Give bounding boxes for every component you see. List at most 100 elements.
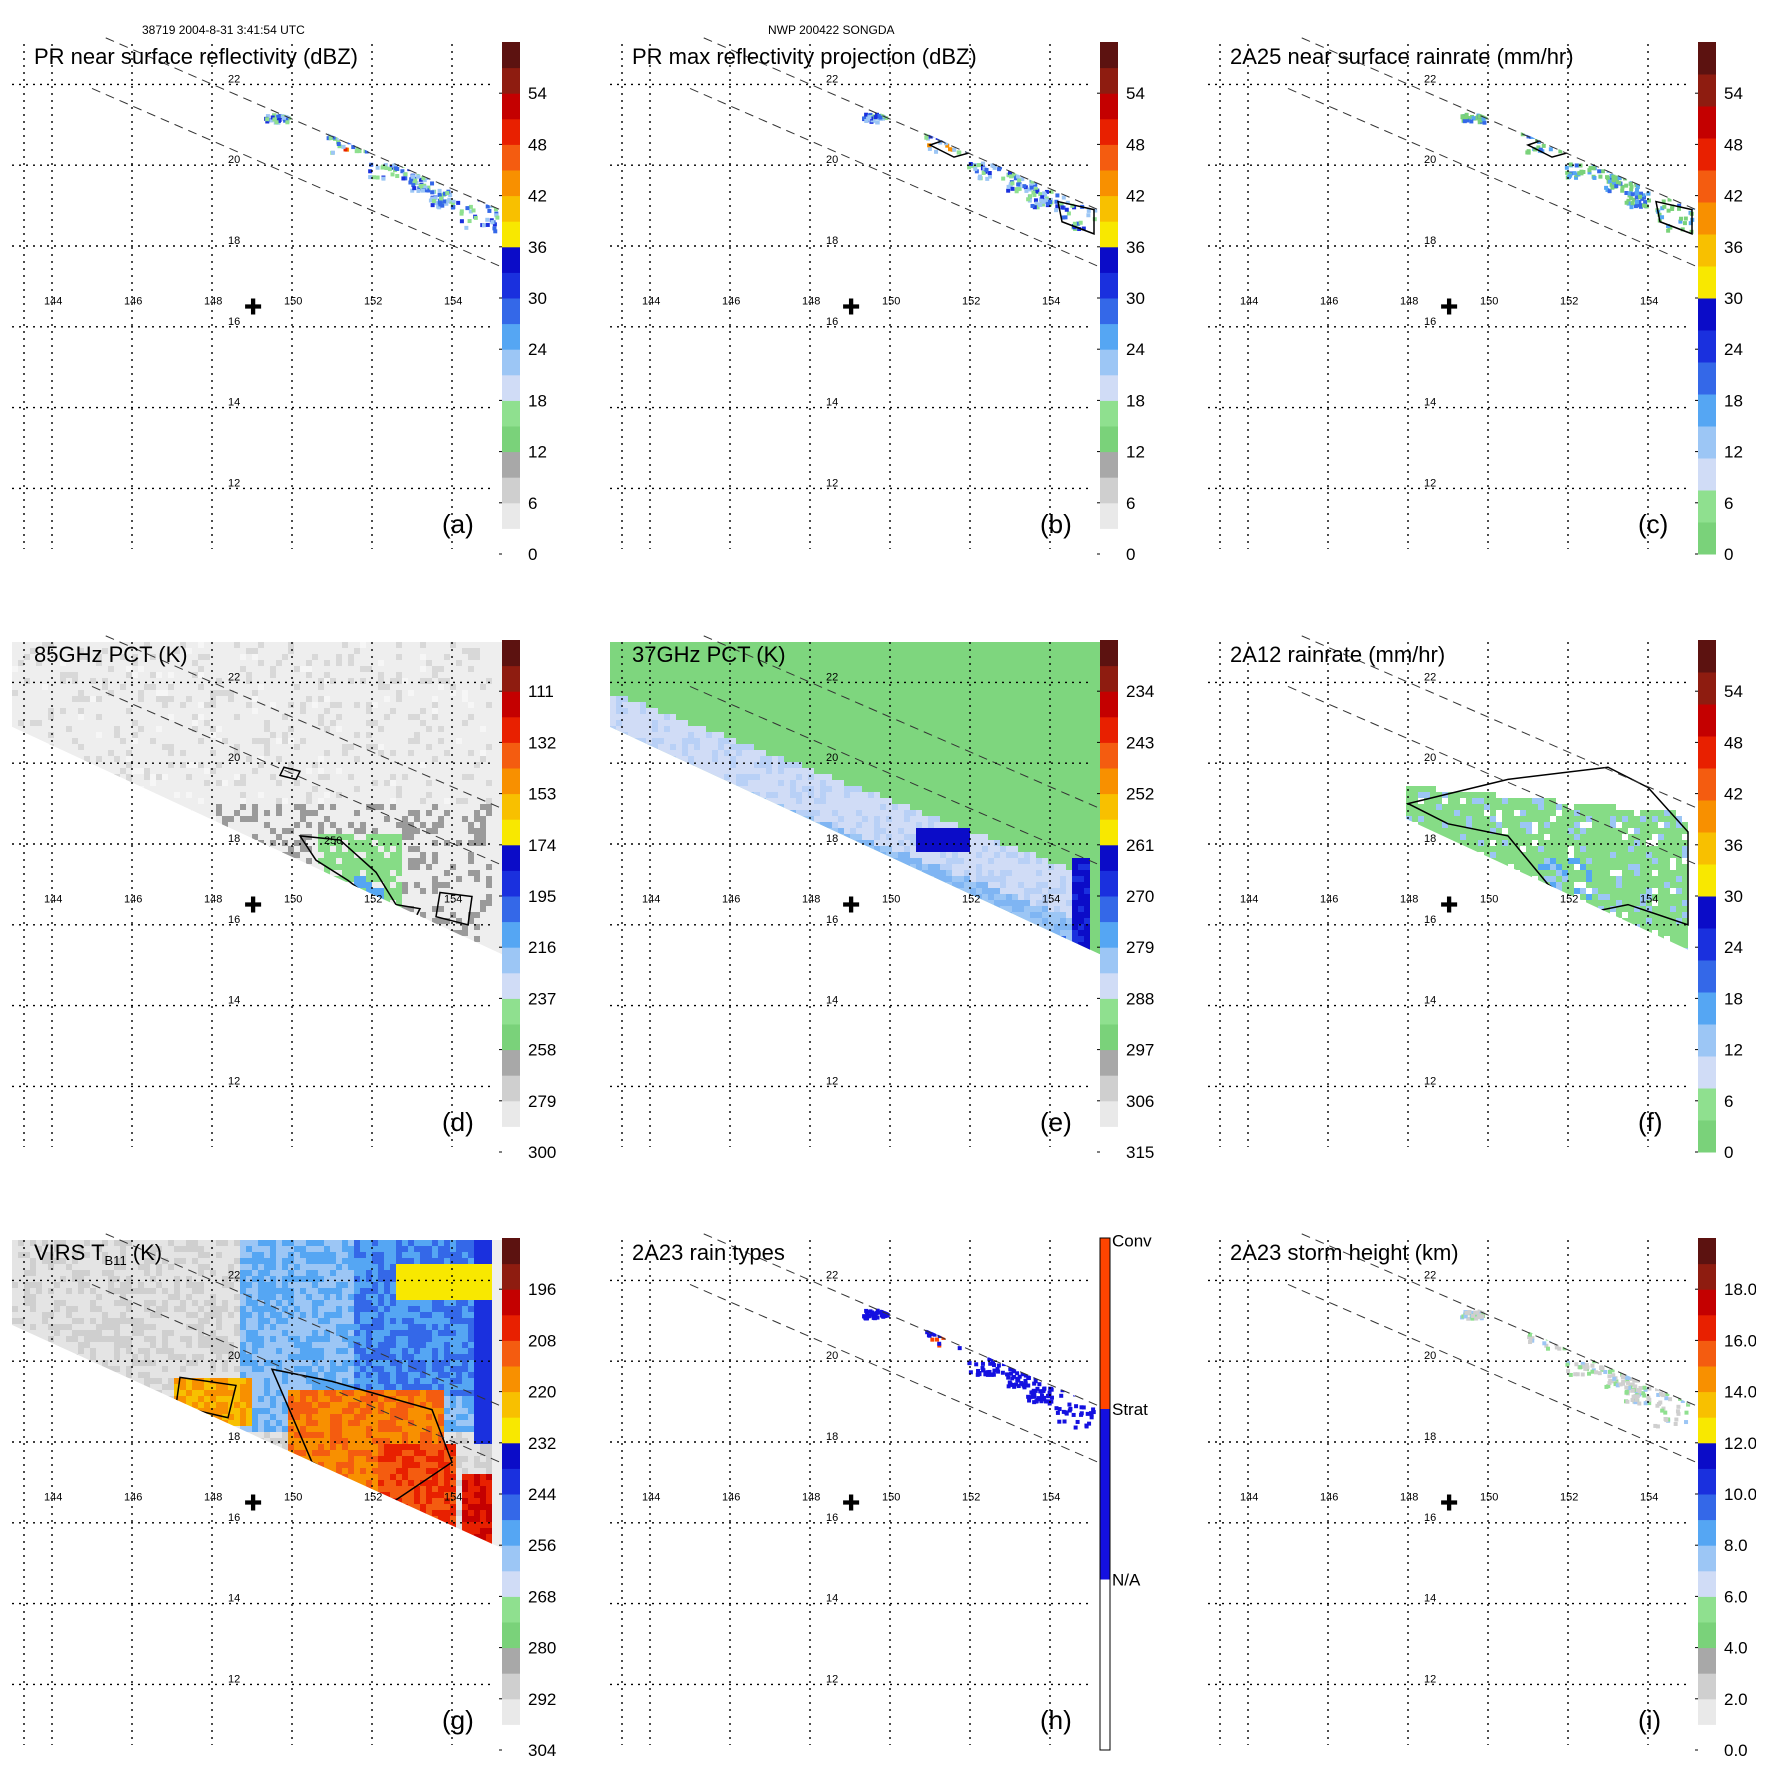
colorbar-label: 174: [528, 836, 556, 855]
colorbar-label: 6: [528, 494, 537, 513]
lon-tick-label: 152: [364, 1492, 382, 1504]
lat-tick-label: 22: [826, 671, 838, 683]
colorbar-label: 12.0: [1724, 1434, 1756, 1453]
colorbar-segment: [1100, 793, 1118, 820]
colorbar-label: 18: [1126, 391, 1145, 410]
lat-tick-label: 14: [228, 397, 240, 409]
lon-tick-label: 144: [44, 894, 62, 906]
colorbar-segment: [1698, 1673, 1716, 1700]
lon-tick-label: 150: [1480, 296, 1498, 308]
lon-tick-label: 144: [642, 894, 660, 906]
panel-b: 144 146 148 150 152 154 22 20 18 16 14 12 ✚ PR max re…: [610, 36, 1145, 564]
colorbar-label: 279: [528, 1092, 556, 1111]
panel-label: (g): [442, 1705, 474, 1735]
colorbar-segment: [1698, 704, 1716, 737]
colorbar-segment: [1698, 672, 1716, 705]
colorbar-label: 36: [528, 238, 547, 257]
colorbar-label: 36: [1724, 836, 1743, 855]
colorbar-segment: [1698, 1391, 1716, 1418]
lat-tick-label: 12: [228, 477, 240, 489]
colorbar-label: 6: [1724, 1092, 1733, 1111]
lat-tick-label: 18: [826, 1431, 838, 1443]
colorbar-label: 54: [1724, 682, 1743, 701]
colorbar-segment: [1100, 972, 1118, 999]
lat-tick-label: 18: [228, 235, 240, 247]
colorbar-segment: [502, 42, 520, 69]
panel-h: 144 146 148 150 152 154 22 20 18 16 14 12 ✚ 2A23 rain…: [610, 1232, 1152, 1751]
colorbar-label: 12: [1126, 443, 1145, 462]
swath-edge: [689, 1283, 1099, 1463]
colorbar-segment: [1698, 864, 1716, 897]
lon-tick-label: 144: [1240, 296, 1258, 308]
colorbar-segment: [502, 716, 520, 743]
colorbar-label: 48: [1126, 135, 1145, 154]
grid-b: [610, 44, 1090, 549]
colorbar-segment: [1100, 272, 1118, 299]
colorbar-label: 54: [1126, 84, 1145, 103]
colorbar-label: 18: [1724, 391, 1743, 410]
lon-tick-label: 154: [444, 1492, 462, 1504]
lon-tick-label: 154: [1042, 1492, 1060, 1504]
colorbar-segment: [502, 1724, 520, 1751]
panel-title: PR near surface reflectivity (dBZ): [34, 44, 358, 69]
lat-tick-label: 14: [1424, 397, 1436, 409]
panel-title: 2A23 rain types: [632, 1240, 785, 1265]
lat-tick-label: 18: [1424, 833, 1436, 845]
lon-tick-label: 152: [1560, 296, 1578, 308]
colorbar-segment: [1100, 1238, 1110, 1410]
lon-tick-label: 144: [1240, 894, 1258, 906]
lat-tick-label: 22: [228, 1269, 240, 1281]
lat-tick-label: 14: [1424, 995, 1436, 1007]
colorbar-label: 14.0: [1724, 1383, 1756, 1402]
grid-c: [1208, 44, 1688, 549]
lat-tick-label: 18: [228, 833, 240, 845]
colorbar-label: 18: [1724, 989, 1743, 1008]
lon-tick-label: 154: [1042, 296, 1060, 308]
lon-tick-label: 150: [284, 1492, 302, 1504]
colorbar-label: 48: [528, 135, 547, 154]
colorbar-label: 196: [528, 1280, 556, 1299]
colorbar-label: 237: [528, 989, 556, 1008]
colorbar-label: 220: [528, 1383, 556, 1402]
colorbar-segment: [1100, 768, 1118, 795]
colorbar-segment: [1698, 362, 1716, 395]
colorbar-segment: [1698, 1088, 1716, 1121]
lon-tick-label: 154: [1640, 894, 1658, 906]
contour: [175, 1376, 237, 1419]
colorbar-segment: [502, 1049, 520, 1076]
lat-tick-label: 12: [1424, 477, 1436, 489]
colorbar-segment: [1698, 1519, 1716, 1546]
colorbar-segment: [502, 400, 520, 427]
colorbar-label: 42: [1724, 187, 1743, 206]
colorbar-label: 30: [1724, 887, 1743, 906]
colorbar-segment: [1100, 400, 1118, 427]
colorbar-label: 0: [1126, 545, 1135, 564]
colorbar-segment: [1698, 832, 1716, 865]
colorbar-segment: [502, 1519, 520, 1546]
colorbar-segment: [502, 67, 520, 94]
lat-tick-label: 16: [228, 1512, 240, 1524]
colorbar-label: 24: [1126, 340, 1145, 359]
colorbar-segment: [1100, 195, 1118, 222]
colorbar-segment: [1100, 374, 1118, 401]
lon-tick-label: 152: [962, 296, 980, 308]
colorbar-segment: [502, 1024, 520, 1051]
colorbar-segment: [1698, 1120, 1716, 1153]
lon-tick-label: 146: [1320, 894, 1338, 906]
lat-tick-label: 22: [1424, 1269, 1436, 1281]
colorbar-segment: [1698, 640, 1716, 673]
colorbar-segment: [502, 1698, 520, 1725]
colorbar-label: 234: [1126, 682, 1154, 701]
colorbar-segment: [502, 1468, 520, 1495]
lat-tick-label: 12: [228, 1673, 240, 1685]
colorbar-label: 10.0: [1724, 1485, 1756, 1504]
colorbar-label: 279: [1126, 938, 1154, 957]
colorbar-a: 0 6 12 18 24 30 36 42 48 54: [499, 42, 547, 564]
colorbar-segment: [1698, 1417, 1716, 1444]
colorbar-segment: [1698, 800, 1716, 833]
colorbar-segment: [1100, 502, 1118, 529]
colorbar-segment: [502, 1622, 520, 1649]
panel-i: 144 146 148 150 152 154 22 20 18 16 14 12 ✚ 2A23 stor…: [1208, 1232, 1756, 1760]
colorbar-label: 24: [1724, 938, 1743, 957]
lat-tick-label: 12: [228, 1075, 240, 1087]
